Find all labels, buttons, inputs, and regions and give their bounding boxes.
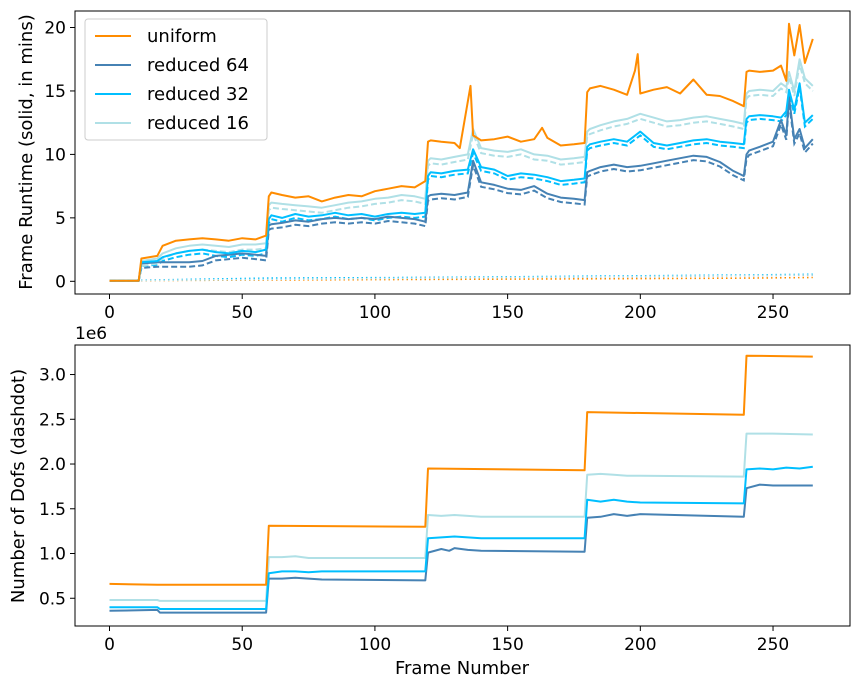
bottom-y-axis-label: Number of Dofs (dashdot) [8, 369, 29, 603]
top-x-tick-label: 0 [104, 303, 115, 323]
top-series-reduced-16 [109, 58, 814, 282]
bottom-x-tick-label: 100 [359, 635, 391, 655]
bottom-x-tick-label: 200 [624, 635, 656, 655]
top-dashed-series-reduced-16 [109, 64, 814, 282]
bottom-x-tick-label: 150 [491, 635, 523, 655]
bottom-axes: 0 50 100 150 200 250 0.5 1.0 1.5 2.0 2.5 3.0 1e6 N… [8, 324, 851, 679]
legend: uniform reduced 64 reduced 32 reduced 16 [84, 18, 268, 141]
legend-label-uniform: uniform [147, 26, 217, 47]
top-series-reduced-64 [109, 96, 814, 282]
top-x-tick-label: 100 [359, 303, 391, 323]
bottom-series-reduced-16 [109, 432, 813, 602]
legend-item-reduced-16: reduced 16 [95, 113, 249, 134]
top-axes-frame [74, 10, 851, 295]
top-x-tick-label: 200 [624, 303, 656, 323]
bottom-series-reduced-32 [109, 465, 813, 610]
top-y-tick-label: 0 [55, 272, 66, 292]
legend-item-reduced-64: reduced 64 [95, 55, 249, 76]
top-plot-area [109, 22, 814, 282]
top-dashed-series-reduced-64 [109, 101, 814, 282]
top-dotted-series-line [109, 276, 813, 282]
top-y-tick-label: 15 [44, 82, 66, 102]
bottom-series-uniform [109, 354, 813, 586]
bottom-y-tick-label: 1.5 [39, 500, 66, 520]
top-y-tick-label: 20 [44, 18, 66, 38]
top-axes: 0 50 100 150 200 250 0 5 10 15 20 Frame Runtime (… [16, 10, 851, 323]
bottom-y-tick-label: 2.5 [39, 410, 66, 430]
bottom-x-axis-label: Frame Number [395, 658, 530, 679]
top-y-axis-label: Frame Runtime (solid, in mins) [16, 14, 37, 289]
bottom-series-reduced-64 [109, 483, 813, 614]
top-series-reduced-32 [109, 82, 814, 282]
bottom-y-ticks: 0.5 1.0 1.5 2.0 2.5 3.0 [39, 366, 75, 609]
top-y-ticks: 0 5 10 15 20 [44, 18, 75, 292]
top-x-tick-label: 250 [757, 303, 789, 323]
bottom-axes-frame [74, 344, 851, 627]
legend-label-reduced-64: reduced 64 [147, 55, 249, 76]
bottom-y-tick-label: 2.0 [39, 455, 66, 475]
legend-label-reduced-32: reduced 32 [147, 84, 249, 105]
top-x-tick-label: 150 [491, 303, 523, 323]
top-y-tick-label: 10 [44, 145, 66, 165]
bottom-y-tick-label: 3.0 [39, 366, 66, 386]
top-x-tick-label: 50 [231, 303, 253, 323]
top-dotted-series-line [109, 274, 813, 282]
bottom-x-ticks: 0 50 100 150 200 250 [104, 626, 789, 655]
legend-box [84, 18, 268, 141]
top-dashed-series-reduced-32 [109, 86, 814, 282]
legend-item-uniform: uniform [95, 26, 217, 47]
legend-item-reduced-32: reduced 32 [95, 84, 249, 105]
top-x-ticks: 0 50 100 150 200 250 [104, 294, 789, 323]
legend-label-reduced-16: reduced 16 [147, 113, 249, 134]
bottom-y-tick-label: 0.5 [39, 589, 66, 609]
bottom-y-tick-label: 1.0 [39, 545, 66, 565]
bottom-x-tick-label: 250 [757, 635, 789, 655]
bottom-y-offset-label: 1e6 [75, 324, 107, 344]
top-y-tick-label: 5 [55, 209, 66, 229]
top-series-uniform [109, 22, 814, 282]
bottom-x-tick-label: 50 [231, 635, 253, 655]
bottom-x-tick-label: 0 [104, 635, 115, 655]
bottom-plot-area [109, 354, 813, 614]
